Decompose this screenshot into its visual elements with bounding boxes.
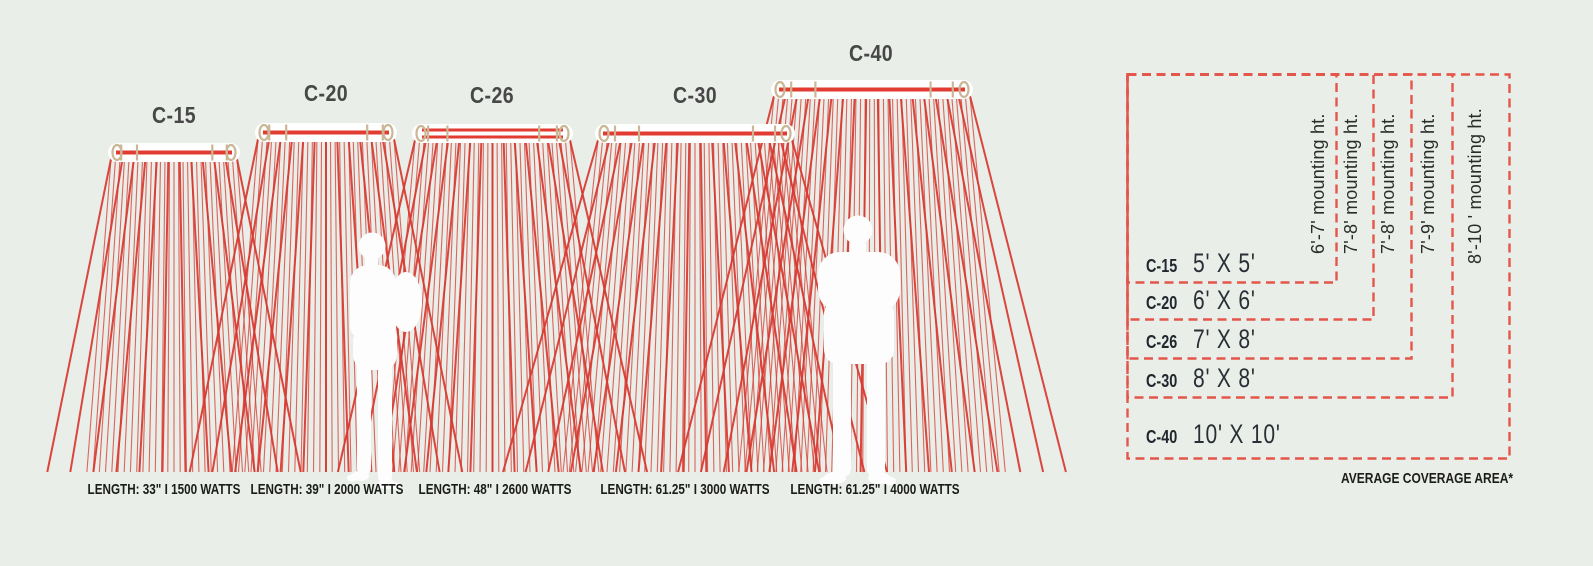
coverage-model-label: C-26	[1146, 332, 1178, 352]
coverage-model-label: C-40	[1146, 427, 1178, 447]
heater-bar-c-20	[255, 123, 397, 142]
heater-bar-c-30	[595, 124, 795, 143]
silhouette-man	[818, 215, 900, 486]
mounting-height-label-c30: 7'-9' mounting ht.	[1418, 113, 1438, 254]
heater-title-c40: C-40	[848, 40, 894, 66]
mounting-height-label-c20: 7'-8' mounting ht.	[1341, 113, 1361, 254]
heater-bar-c-26	[412, 124, 573, 143]
mounting-height-label-c26: 7'-8' mounting ht.	[1378, 113, 1398, 254]
coverage-area-boxes	[1126, 73, 1511, 460]
coverage-area-label: 5' X 5'	[1193, 248, 1256, 278]
heater-title-c20: C-20	[303, 80, 349, 106]
coverage-row-c15: C-15 5' X 5'	[1146, 248, 1273, 279]
heater-title-c26: C-26	[469, 82, 515, 108]
mounting-height-label-c40: 8'-10 ' mounting ht.	[1465, 108, 1485, 264]
heater-bar-c-15	[108, 143, 240, 162]
coverage-area-label: 8' X 8'	[1193, 363, 1256, 393]
coverage-row-c40: C-40 10' X 10'	[1146, 419, 1305, 450]
coverage-model-label: C-15	[1146, 256, 1178, 276]
coverage-area-label: 10' X 10'	[1193, 419, 1281, 449]
heater-spec-c15: LENGTH: 33" I 1500 WATTS	[87, 481, 241, 498]
coverage-model-label: C-20	[1146, 293, 1178, 313]
coverage-row-c20: C-20 6' X 6'	[1146, 285, 1273, 316]
heater-spec-c26: LENGTH: 48" I 2600 WATTS	[418, 481, 572, 498]
coverage-row-c26: C-26 7' X 8'	[1146, 324, 1273, 355]
heater-spec-c20: LENGTH: 39" I 2000 WATTS	[250, 481, 404, 498]
mounting-height-label-c15: 6'-7' mounting ht.	[1308, 113, 1328, 254]
coverage-footnote: AVERAGE COVERAGE AREA*	[1340, 470, 1513, 487]
coverage-area-label: 6' X 6'	[1193, 285, 1256, 315]
coverage-model-label: C-30	[1146, 371, 1178, 391]
heater-bar-c-40	[771, 80, 973, 99]
coverage-row-c30: C-30 8' X 8'	[1146, 363, 1273, 394]
heater-title-c15: C-15	[151, 102, 197, 128]
heater-title-c30: C-30	[672, 82, 718, 108]
silhouette-woman	[347, 232, 422, 490]
heater-spec-c30: LENGTH: 61.25" I 3000 WATTS	[600, 481, 770, 498]
heater-spec-c40: LENGTH: 61.25" I 4000 WATTS	[790, 481, 960, 498]
coverage-area-label: 7' X 8'	[1193, 324, 1256, 354]
